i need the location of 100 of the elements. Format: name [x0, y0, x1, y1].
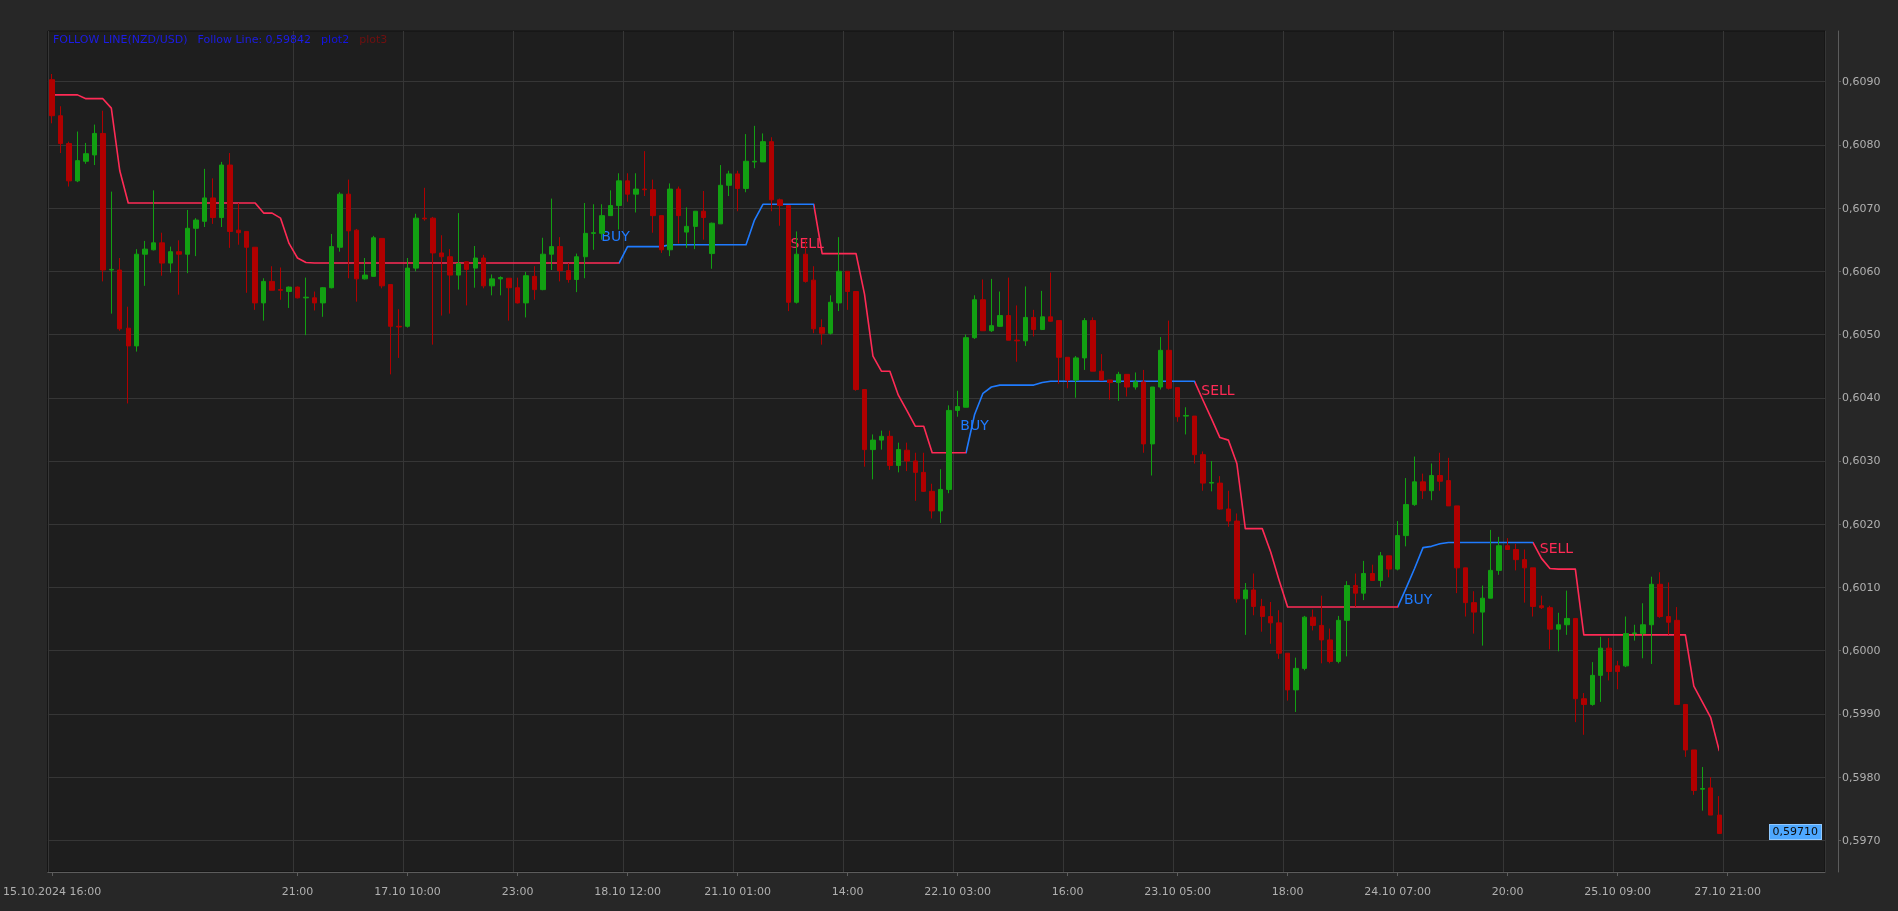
candlestick — [1251, 573, 1256, 616]
candlestick — [329, 233, 334, 289]
candlestick — [1573, 617, 1578, 723]
candlestick — [346, 179, 351, 279]
candlestick — [1420, 473, 1426, 500]
candlestick — [1386, 555, 1392, 578]
candlestick — [388, 284, 393, 375]
candlestick — [413, 213, 419, 272]
y-tick-label: 0,6030 — [1842, 454, 1881, 468]
legend-label: plot2 — [321, 33, 350, 47]
candlestick — [447, 248, 453, 315]
candlestick — [896, 442, 901, 473]
y-tick-label: 0,6090 — [1842, 75, 1881, 89]
candlestick — [557, 236, 563, 282]
candlestick — [1623, 616, 1629, 668]
candlestick — [1183, 406, 1189, 435]
candlestick — [134, 248, 139, 353]
candlestick — [1073, 355, 1079, 399]
candlestick — [887, 430, 893, 471]
candlestick — [1361, 560, 1366, 601]
candlestick — [1344, 580, 1350, 657]
candlestick — [684, 206, 689, 249]
candlestick — [1166, 320, 1172, 391]
candlestick — [252, 246, 258, 311]
candlestick — [1048, 272, 1053, 323]
candlestick — [1700, 766, 1705, 812]
candlestick — [1285, 652, 1290, 702]
candlestick — [286, 285, 292, 309]
candlestick — [176, 239, 182, 296]
candlestick — [836, 236, 842, 312]
candlestick — [1539, 595, 1544, 610]
candlestick — [1006, 277, 1011, 341]
candlestick — [1615, 660, 1620, 690]
candlestick — [540, 237, 546, 291]
candlestick — [1175, 386, 1180, 423]
candlestick — [1480, 585, 1485, 647]
candlestick — [1674, 606, 1680, 705]
candlestick — [777, 198, 783, 227]
candlestick — [1158, 336, 1163, 391]
y-tick-label: 0,6020 — [1842, 517, 1881, 531]
candlestick — [1632, 624, 1637, 642]
candlestick — [1505, 537, 1510, 551]
candlestick — [819, 318, 825, 346]
candlestick — [1260, 598, 1265, 633]
candlestick — [997, 291, 1003, 328]
candlestick — [633, 172, 639, 213]
candlestick — [1446, 457, 1451, 507]
candlestick — [473, 245, 478, 289]
candlestick — [709, 222, 715, 270]
candlestick — [75, 131, 80, 183]
candlestick — [362, 257, 368, 281]
candlestick — [456, 212, 461, 291]
candlestick — [1150, 386, 1155, 477]
candlestick — [1454, 505, 1460, 594]
x-tick-label: 25.10 09:00 — [1584, 885, 1652, 898]
candlestick — [354, 228, 359, 303]
candlestick — [1141, 369, 1146, 454]
candlestick — [1099, 353, 1104, 381]
candlestick — [1226, 490, 1231, 528]
data-label: BUY — [601, 228, 631, 245]
candlestick — [693, 210, 698, 250]
candlestick — [58, 105, 63, 154]
candlestick — [1412, 456, 1417, 507]
x-tick-label: 23.10 05:00 — [1144, 885, 1211, 898]
candlestick — [1590, 661, 1595, 707]
candlestick — [650, 179, 656, 234]
candlestick — [295, 285, 300, 299]
candlestick — [667, 182, 673, 257]
data-label: SELL — [1201, 381, 1235, 398]
candlestick — [1327, 628, 1333, 664]
candlestick — [625, 172, 630, 203]
x-tick-label: 20:00 — [1491, 885, 1524, 898]
candlestick — [1031, 309, 1036, 337]
candlestick — [963, 334, 969, 408]
candlestick — [1107, 379, 1113, 401]
candlestick — [574, 253, 579, 293]
candlestick — [1683, 703, 1688, 758]
candlestick — [312, 291, 317, 311]
candlestick — [811, 265, 816, 334]
candlestick — [109, 191, 114, 315]
candlestick — [1209, 460, 1214, 492]
candlestick — [1403, 477, 1409, 547]
legend-label: plot3 — [359, 33, 388, 47]
candlestick — [202, 168, 207, 228]
candlestick — [1353, 573, 1358, 608]
candlestick — [1666, 581, 1671, 636]
candlestick — [269, 265, 275, 291]
candlestick — [1657, 571, 1663, 619]
candlestick — [371, 235, 376, 277]
candlestick — [972, 294, 977, 340]
candlestick — [49, 73, 55, 124]
candlestick — [929, 483, 935, 520]
candlestick — [1133, 371, 1138, 391]
y-tick-label: 0,6010 — [1842, 580, 1881, 594]
text: Follow Line: 0,59842 — [197, 33, 312, 47]
candlestick — [1336, 615, 1341, 664]
candlestick — [515, 277, 520, 305]
candlestick — [1023, 285, 1028, 347]
candlestick — [1040, 290, 1045, 331]
x-tick-label: 18.10 12:00 — [594, 885, 661, 898]
